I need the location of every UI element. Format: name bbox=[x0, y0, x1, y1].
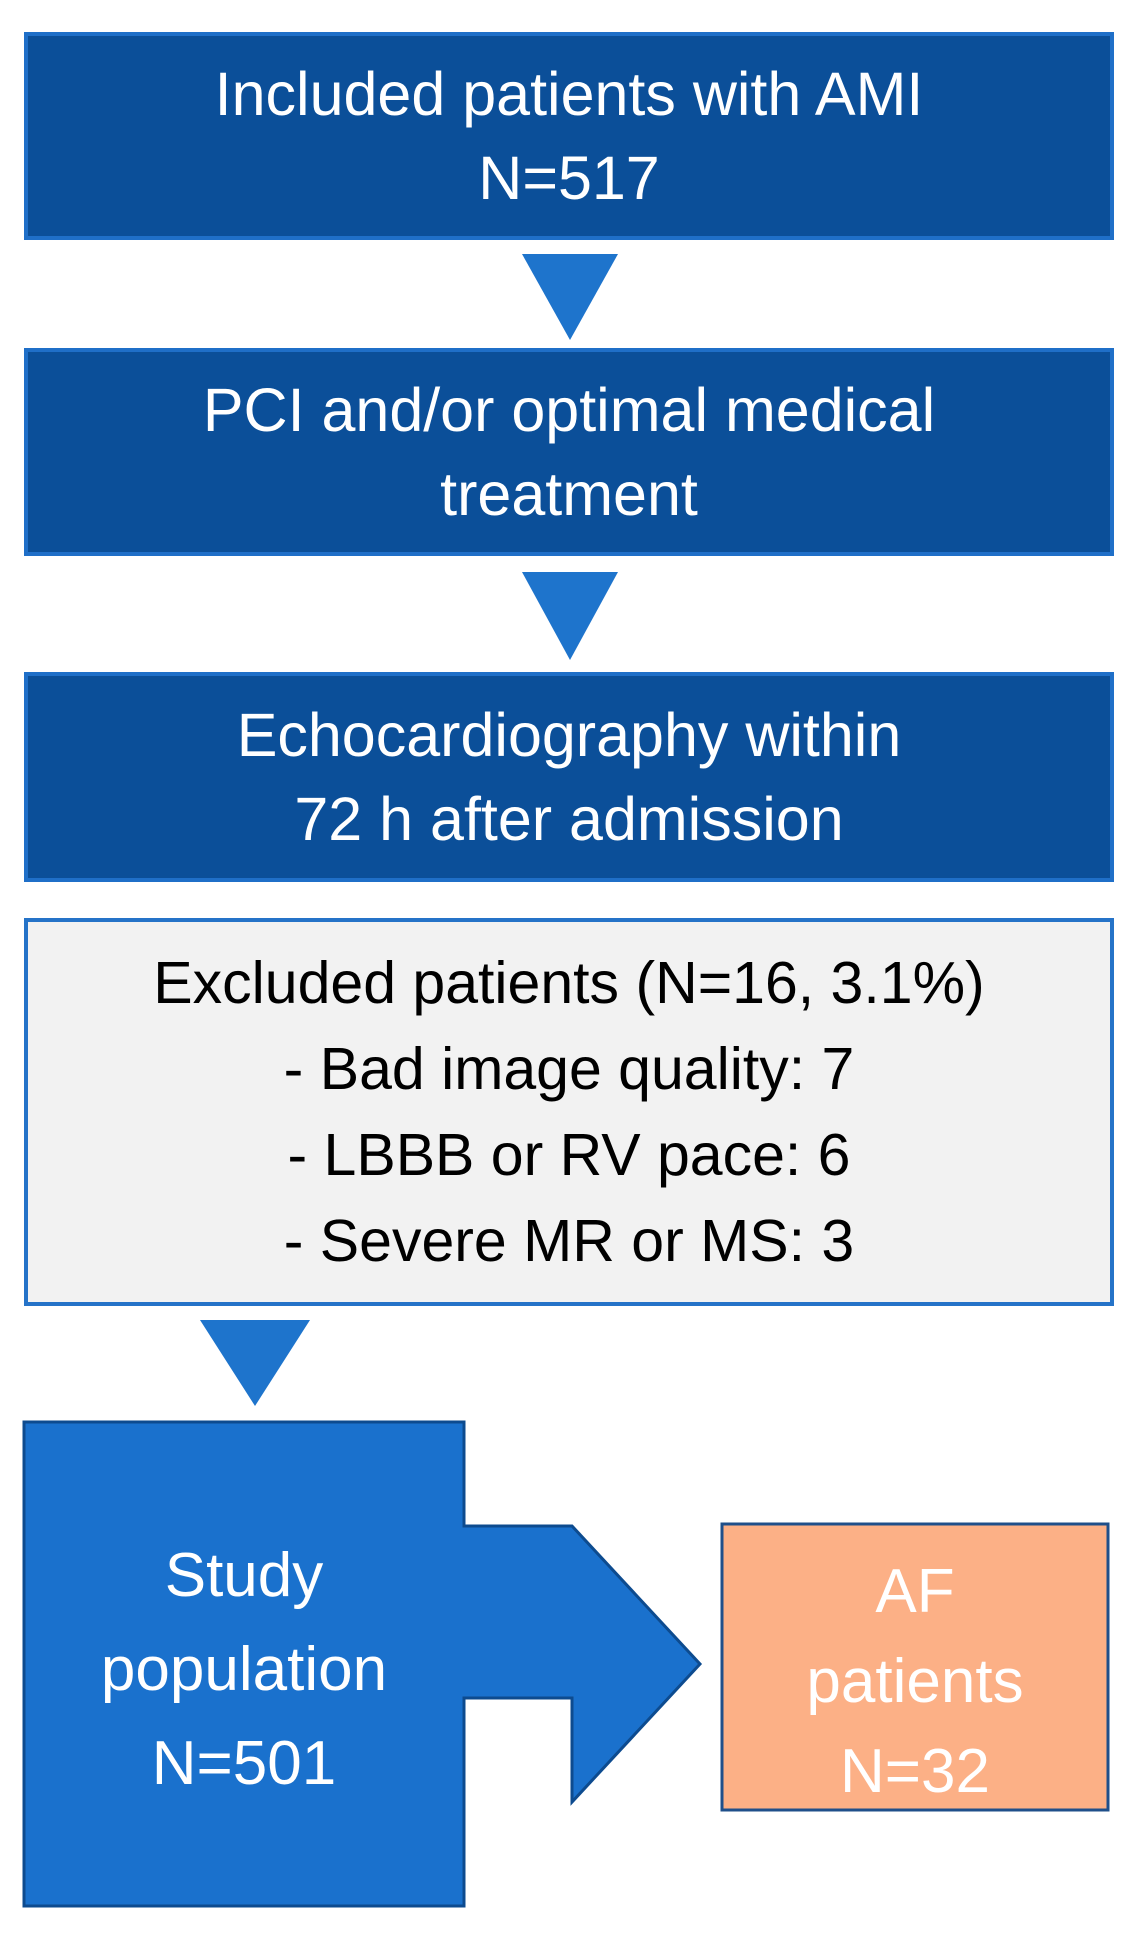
af-patients-line1: AF bbox=[875, 1557, 954, 1626]
down-arrow-2 bbox=[522, 572, 618, 660]
treatment-box: PCI and/or optimal medical treatment bbox=[24, 348, 1114, 556]
echocardiography-label-line1: Echocardiography within bbox=[236, 701, 902, 769]
treatment-label-line2: treatment bbox=[440, 460, 698, 528]
study-population-line2: population bbox=[101, 1635, 387, 1704]
included-patients-box: Included patients with AMI N=517 bbox=[24, 32, 1114, 240]
excluded-patients-box: Excluded patients (N=16, 3.1%) - Bad ima… bbox=[24, 918, 1114, 1306]
down-arrow-3 bbox=[200, 1320, 310, 1406]
excluded-patients-title: Excluded patients (N=16, 3.1%) bbox=[153, 950, 985, 1016]
echocardiography-label-line2: 72 h after admission bbox=[294, 785, 844, 853]
excluded-reason-lbbb-rv-pace: - LBBB or RV pace: 6 bbox=[287, 1122, 851, 1188]
treatment-label-line1: PCI and/or optimal medical bbox=[202, 376, 936, 444]
study-population-count: N=501 bbox=[152, 1729, 336, 1798]
included-patients-label: Included patients with AMI bbox=[214, 60, 924, 128]
study-population-line1: Study bbox=[165, 1541, 324, 1610]
included-patients-count: N=517 bbox=[478, 144, 660, 212]
down-arrow-1 bbox=[522, 254, 618, 340]
af-patients-box bbox=[720, 1522, 1110, 1812]
echocardiography-box: Echocardiography within 72 h after admis… bbox=[24, 672, 1114, 882]
af-patients-count: N=32 bbox=[840, 1737, 990, 1806]
study-population-block-arrow bbox=[22, 1420, 703, 1908]
excluded-reason-image-quality: - Bad image quality: 7 bbox=[283, 1036, 855, 1102]
af-patients-line2: patients bbox=[806, 1647, 1023, 1716]
excluded-reason-severe-mr-ms: - Severe MR or MS: 3 bbox=[283, 1208, 855, 1274]
